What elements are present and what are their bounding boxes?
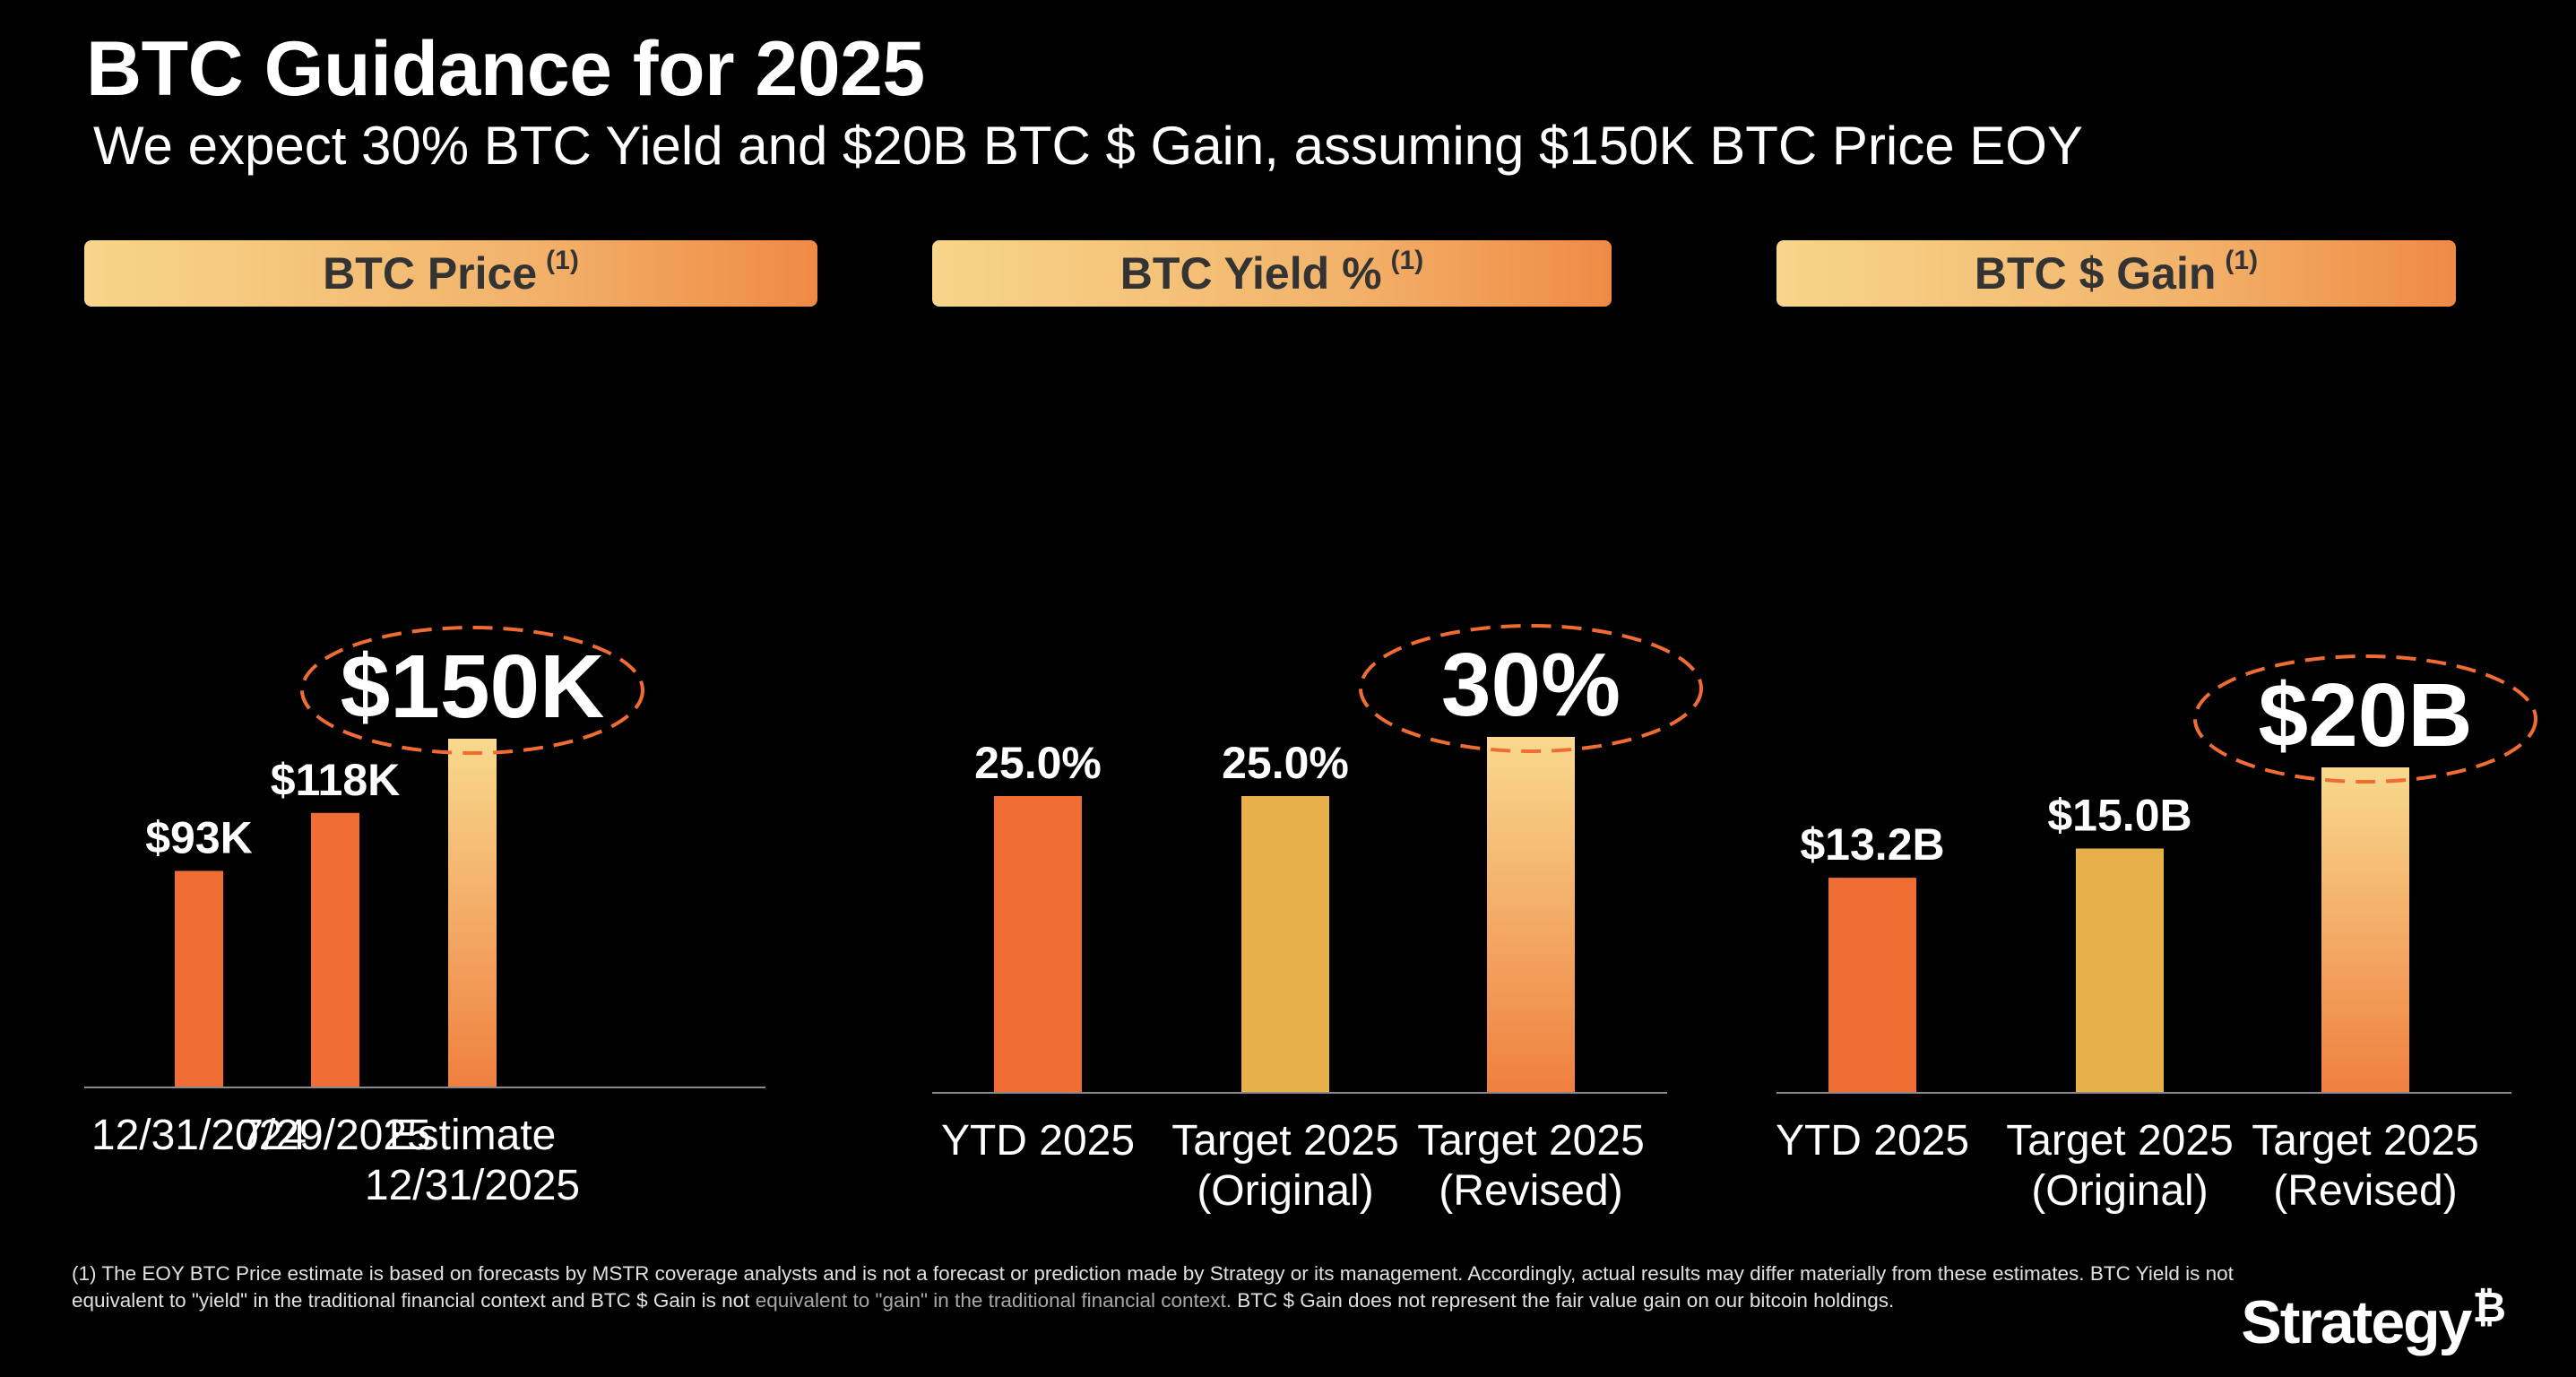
btc-gain-header-label: BTC $ Gain [1974, 248, 2217, 299]
page-title: BTC Guidance for 2025 [86, 26, 925, 112]
value-label-3: $20B [2258, 665, 2472, 766]
page-subtitle: We expect 30% BTC Yield and $20B BTC $ G… [93, 116, 2083, 176]
btc-price-chart: $93K 12/31/2024 $118K 7/29/2025 $150K Estimat… [84, 626, 765, 1209]
btc-gain-panel: BTC $ Gain (1) $13.2B YTD 2025 $15.0B Targe… [1776, 240, 2576, 1244]
footnote-tail: BTC $ Gain does not represent the fair v… [1237, 1289, 1895, 1312]
footnote-muted: equivalent to "gain" in the traditional … [755, 1289, 1232, 1312]
btc-yield-header-note: (1) [1390, 246, 1424, 275]
category-label-3: (Revised) [1439, 1167, 1622, 1215]
highlight-ring [300, 626, 644, 755]
btc-gain-header: BTC $ Gain (1) [1776, 240, 2456, 307]
highlight-ring [1359, 624, 1703, 753]
footnote: (1) The EOY BTC Price estimate is based … [72, 1260, 2312, 1314]
btc-price-header-note: (1) [546, 246, 579, 275]
bar-2 [1241, 796, 1329, 1092]
bar-1 [994, 796, 1082, 1092]
strategy-logo: Strategy₿ [2241, 1284, 2506, 1357]
btc-yield-header: BTC Yield % (1) [932, 240, 1612, 307]
btc-yield-panel: BTC Yield % (1) 25.0% YTD 2025 25.0% Target… [932, 240, 1739, 1244]
category-label-1: 12/31/2024 [91, 1112, 307, 1159]
logo-text: Strategy [2241, 1288, 2472, 1356]
btc-gain-header-note: (1) [2225, 246, 2259, 275]
bar-2 [311, 812, 359, 1087]
category-label-1: YTD 2025 [1776, 1117, 1969, 1165]
category-label-2: (Original) [2031, 1167, 2208, 1215]
footnote-main: (1) The EOY BTC Price estimate is based … [72, 1262, 2234, 1312]
bitcoin-icon: ₿ [2472, 1284, 2506, 1330]
bar-1 [1828, 878, 1916, 1092]
category-label-2: Target 2025 [2006, 1117, 2234, 1165]
value-label-2: $15.0B [2047, 791, 2191, 841]
btc-price-header-label: BTC Price [323, 248, 538, 299]
category-label-3: Target 2025 [2252, 1117, 2479, 1165]
value-label-2: 25.0% [1222, 738, 1349, 788]
btc-yield-header-label: BTC Yield % [1119, 248, 1382, 299]
category-label-2: (Original) [1197, 1167, 1373, 1215]
value-label-1: 25.0% [974, 738, 1102, 788]
category-label-3: Target 2025 [1417, 1117, 1645, 1165]
bar-2 [2076, 848, 2164, 1092]
btc-price-header: BTC Price (1) [84, 240, 817, 307]
btc-price-panel: BTC Price (1) $93K 12/31/2024 $118K 7/29/20… [84, 240, 891, 1244]
bar-3 [1487, 737, 1575, 1092]
category-label-3: 12/31/2025 [365, 1162, 580, 1209]
value-label-1: $13.2B [1800, 819, 1944, 870]
bar-1 [175, 870, 223, 1087]
value-label-2: $118K [271, 755, 401, 805]
value-label-3: 30% [1441, 635, 1621, 735]
highlight-ring [2193, 654, 2537, 784]
category-label-3: Estimate [389, 1112, 557, 1159]
category-label-2: 7/29/2025 [239, 1112, 431, 1159]
category-label-1: YTD 2025 [941, 1117, 1135, 1165]
value-label-3: $150K [341, 637, 605, 737]
bar-3 [2321, 767, 2409, 1092]
bar-3 [448, 739, 497, 1087]
category-label-3: (Revised) [2273, 1167, 2457, 1215]
category-label-2: Target 2025 [1171, 1117, 1399, 1165]
value-label-1: $93K [145, 812, 253, 862]
